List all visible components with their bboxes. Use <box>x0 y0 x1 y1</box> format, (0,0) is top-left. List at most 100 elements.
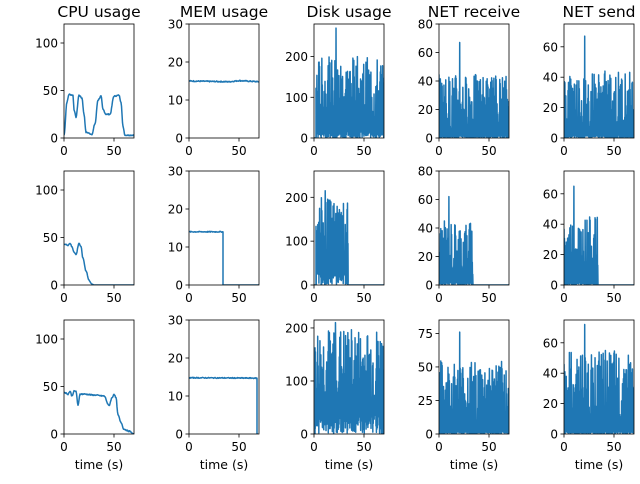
x-tick-label: 50 <box>231 440 246 454</box>
subplot: 0 100 200 0 50 Disk usage <box>285 3 391 158</box>
axes-frame <box>188 319 260 435</box>
y-tick-label: 80 <box>418 18 433 32</box>
x-tick-label: 0 <box>185 440 193 454</box>
subplot-title: CPU usage <box>57 3 140 21</box>
y-tick-label: 20 <box>168 352 183 366</box>
y-tick-label: 30 <box>168 18 183 32</box>
y-tick-label: 20 <box>543 248 558 262</box>
x-axis-label: time (s) <box>575 457 623 472</box>
x-tick-label: 0 <box>310 440 318 454</box>
subplot: 0 10 20 30 0 50 <box>168 165 260 305</box>
x-tick-label: 50 <box>606 440 621 454</box>
y-tick-label: 60 <box>543 40 558 54</box>
subplot: 0 20 40 60 80 0 50 <box>418 165 510 305</box>
x-axis-label: time (s) <box>450 457 498 472</box>
y-tick-label: 0 <box>175 428 183 442</box>
y-tick-label: 40 <box>543 71 558 85</box>
axes-frame <box>188 23 260 139</box>
subplot-title: NET receive <box>428 3 520 21</box>
axes-frame <box>63 23 135 139</box>
axes-frame <box>563 170 635 286</box>
y-tick-label: 30 <box>168 314 183 328</box>
y-tick-label: 0 <box>175 279 183 293</box>
y-tick-label: 75 <box>418 327 433 341</box>
subplot-title: MEM usage <box>180 3 268 21</box>
y-tick-label: 100 <box>35 184 58 198</box>
y-tick-label: 20 <box>543 101 558 115</box>
y-tick-label: 200 <box>285 321 308 335</box>
x-tick-label: 50 <box>356 440 371 454</box>
x-tick-label: 0 <box>560 144 568 158</box>
series-line <box>314 27 384 138</box>
x-tick-label: 0 <box>310 144 318 158</box>
x-axis-label: time (s) <box>325 457 373 472</box>
axes-frame <box>563 319 635 435</box>
x-tick-label: 0 <box>435 440 443 454</box>
axes-frame <box>63 170 135 286</box>
y-tick-label: 20 <box>168 56 183 70</box>
subplot-title: NET send <box>562 3 635 21</box>
subplot: 0 100 200 0 50 time (s) <box>285 319 385 472</box>
x-tick-label: 50 <box>106 291 121 305</box>
y-tick-label: 40 <box>418 222 433 236</box>
y-tick-label: 0 <box>550 428 558 442</box>
axes-frame <box>563 23 635 139</box>
x-tick-label: 0 <box>560 440 568 454</box>
y-tick-label: 100 <box>35 37 58 51</box>
x-tick-label: 50 <box>356 144 371 158</box>
y-tick-label: 20 <box>168 203 183 217</box>
x-tick-label: 50 <box>481 291 496 305</box>
y-tick-label: 100 <box>285 235 308 249</box>
y-tick-label: 40 <box>543 367 558 381</box>
subplot: 0 20 40 60 0 50 <box>543 170 635 305</box>
axes-frame <box>313 23 385 139</box>
y-tick-label: 60 <box>418 193 433 207</box>
y-tick-label: 10 <box>168 94 183 108</box>
axes-frame <box>63 319 135 435</box>
y-tick-label: 60 <box>418 46 433 60</box>
y-tick-label: 40 <box>543 218 558 232</box>
y-tick-label: 0 <box>50 428 58 442</box>
subplot: 0 10 20 30 0 50 MEM usage <box>168 3 268 158</box>
subplot: 0 20 40 60 0 50 time (s) <box>543 319 635 472</box>
y-tick-label: 50 <box>43 380 58 394</box>
y-tick-label: 0 <box>175 132 183 146</box>
y-tick-label: 0 <box>425 132 433 146</box>
axes-frame <box>188 170 260 286</box>
series-line <box>314 321 384 434</box>
y-tick-label: 60 <box>543 336 558 350</box>
y-tick-label: 60 <box>543 187 558 201</box>
y-tick-label: 40 <box>418 75 433 89</box>
y-tick-label: 30 <box>168 165 183 179</box>
series-line <box>439 331 509 434</box>
axes-frame <box>313 170 385 286</box>
series-line <box>189 230 259 285</box>
y-tick-label: 0 <box>425 279 433 293</box>
axes-frame <box>438 319 510 435</box>
y-tick-label: 50 <box>418 360 433 374</box>
x-tick-label: 50 <box>231 291 246 305</box>
y-tick-label: 10 <box>168 390 183 404</box>
y-tick-label: 25 <box>418 394 433 408</box>
subplot: 0 100 200 0 50 <box>285 170 385 305</box>
series-line <box>64 242 134 285</box>
series-line <box>64 389 134 434</box>
y-tick-label: 20 <box>543 397 558 411</box>
y-tick-label: 10 <box>168 241 183 255</box>
subplot: 0 20 40 60 0 50 NET send <box>543 3 636 158</box>
x-tick-label: 50 <box>481 144 496 158</box>
x-tick-label: 0 <box>185 291 193 305</box>
x-tick-label: 0 <box>310 291 318 305</box>
subplot: 0 10 20 30 0 50 time (s) <box>168 314 260 472</box>
x-tick-label: 50 <box>481 440 496 454</box>
y-tick-label: 100 <box>285 374 308 388</box>
subplot-title: Disk usage <box>307 3 392 21</box>
x-axis-label: time (s) <box>200 457 248 472</box>
series-line <box>64 93 134 137</box>
x-tick-label: 0 <box>435 291 443 305</box>
x-axis-label: time (s) <box>75 457 123 472</box>
series-line <box>564 35 634 138</box>
x-tick-label: 0 <box>60 440 68 454</box>
